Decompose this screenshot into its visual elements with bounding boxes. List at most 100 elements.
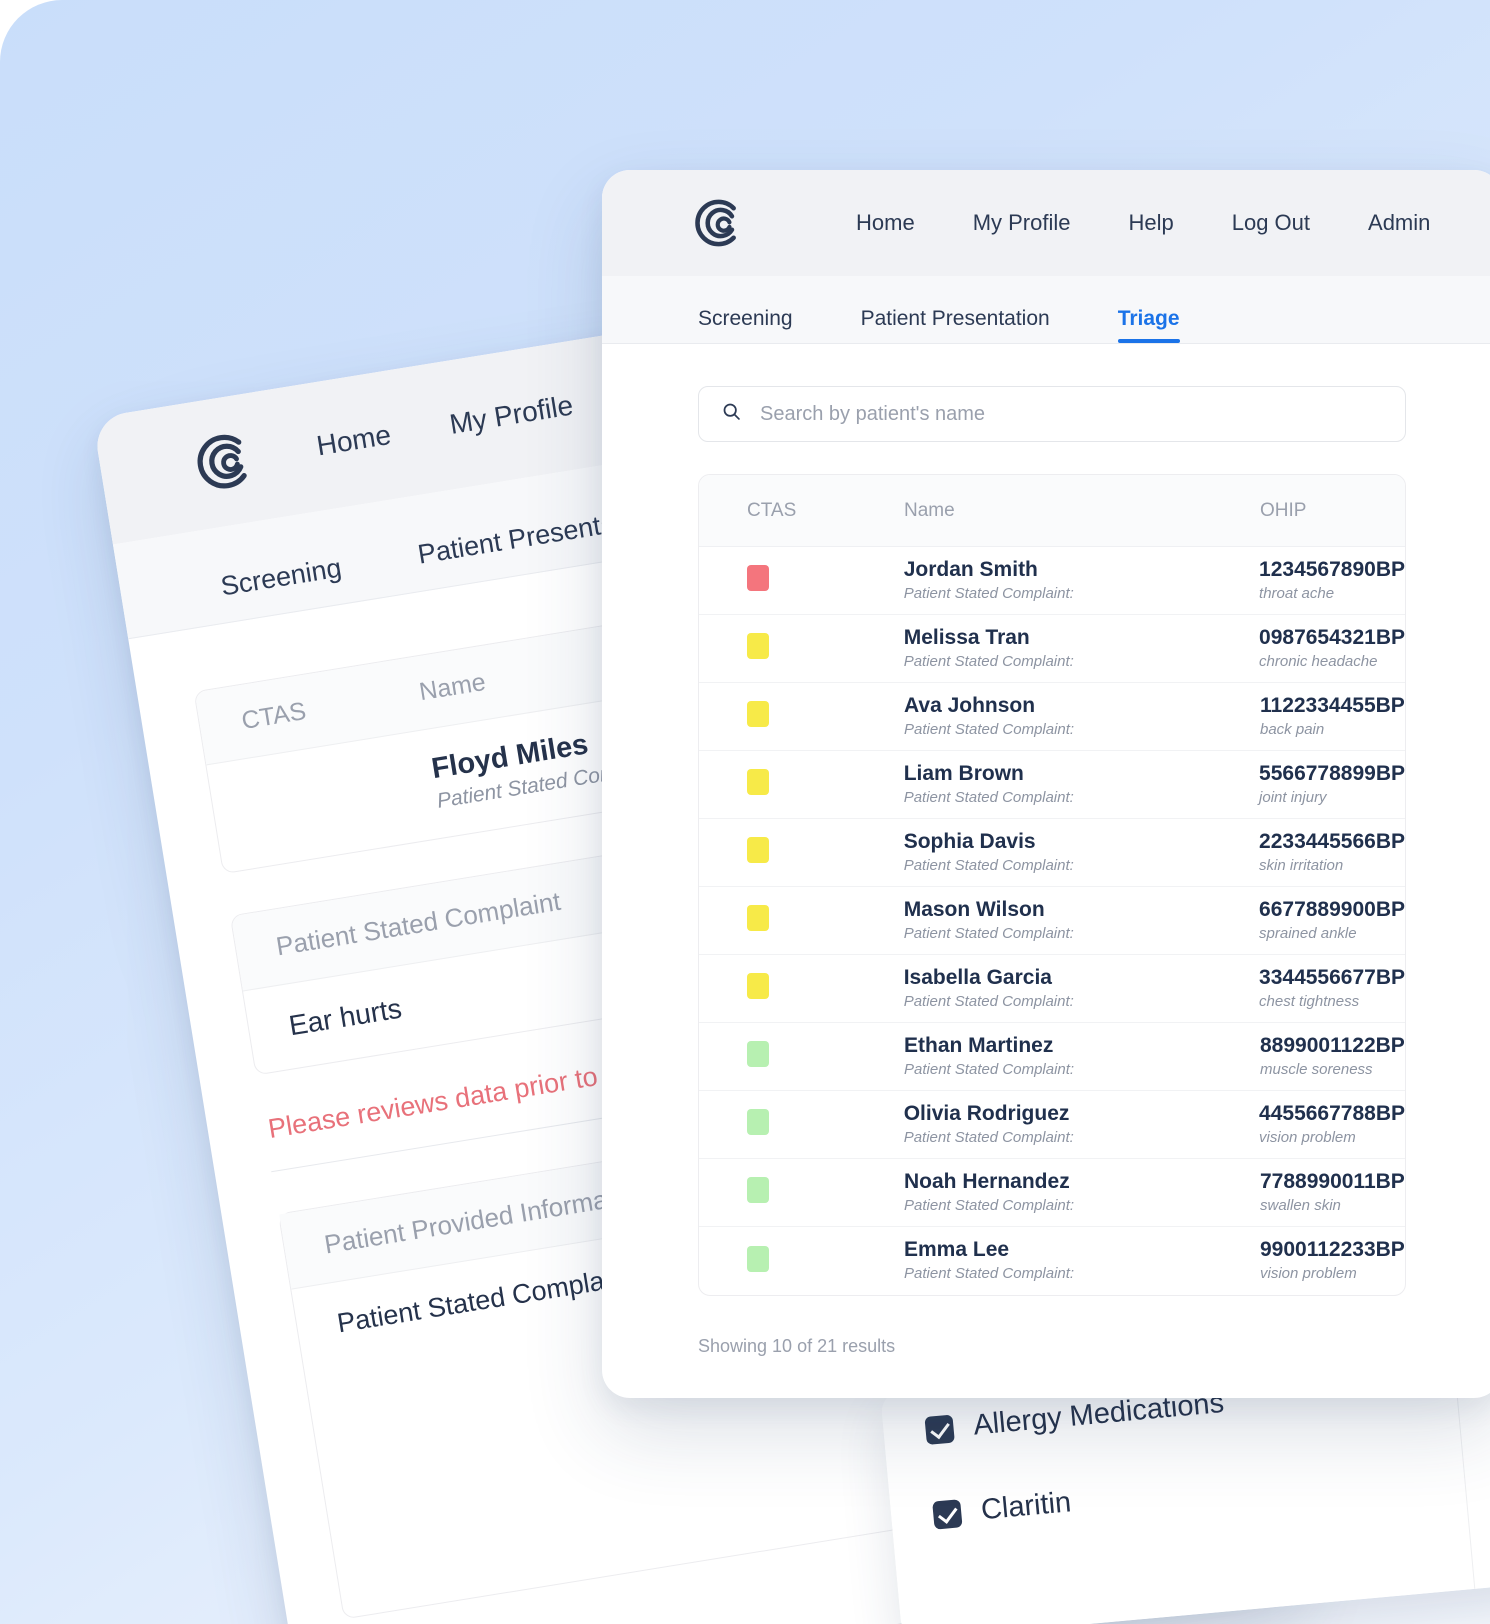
cell-ctas <box>699 565 904 596</box>
nav-help[interactable]: Help <box>1128 210 1174 235</box>
cell-ctas <box>699 837 904 868</box>
table-row[interactable]: Isabella Garcia Patient Stated Complaint:… <box>699 955 1405 1023</box>
table-row[interactable]: Jordan Smith Patient Stated Complaint: 123… <box>699 547 1405 615</box>
cell-ohip: 9900112233BP vision problem <box>1260 1238 1405 1284</box>
table-header-row: CTAS Name OHIP <box>699 475 1405 547</box>
ctas-swatch-yellow <box>747 633 769 659</box>
ctas-swatch-green <box>747 1041 769 1067</box>
cell-ohip: 6677889900BP sprained ankle <box>1259 898 1405 944</box>
ohip-number: 9900112233BP <box>1260 1238 1405 1262</box>
complaint-value: back pain <box>1260 720 1325 738</box>
patient-name: Noah Hernandez <box>904 1169 1070 1193</box>
triage-card: Home My Profile Help Log Out Admin Scree… <box>602 170 1490 1398</box>
patient-name: Sophia Davis <box>903 829 1036 853</box>
patient-name: Melissa Tran <box>903 625 1030 649</box>
complaint-value: skin irritation <box>1259 856 1344 874</box>
cell-ohip: 3344556677BP chest tightness <box>1259 966 1405 1012</box>
checkbox-checked-icon[interactable] <box>932 1498 963 1530</box>
cell-ctas <box>699 973 904 1004</box>
cell-name: Mason Wilson Patient Stated Complaint: <box>904 898 1259 944</box>
cell-ohip: 8899001122BP muscle soreness <box>1260 1034 1405 1080</box>
back-nav-home[interactable]: Home <box>314 418 394 462</box>
cell-ctas <box>699 769 904 800</box>
table-row[interactable]: Ethan Martinez Patient Stated Complaint: 8… <box>699 1023 1405 1091</box>
complaint-value: sprained ankle <box>1259 924 1357 942</box>
ohip-number: 2233445566BP <box>1259 829 1405 853</box>
search-icon <box>721 401 742 427</box>
table-row[interactable]: Noah Hernandez Patient Stated Complaint: 7… <box>699 1159 1405 1227</box>
col-header-ohip: OHIP <box>1260 499 1307 521</box>
cell-ohip: 4455667788BP vision problem <box>1259 1102 1405 1148</box>
concentric-c-logo <box>192 426 263 497</box>
complaint-label: Patient Stated Complaint: <box>904 720 1075 738</box>
ctas-swatch-red <box>747 565 769 591</box>
cell-ohip: 5566778899BP joint injury <box>1259 762 1405 808</box>
ctas-swatch-yellow <box>747 973 769 999</box>
results-count: Showing 10 of 21 results <box>698 1336 896 1356</box>
complaint-label: Patient Stated Complaint: <box>903 788 1074 806</box>
table-row[interactable]: Sophia Davis Patient Stated Complaint: 223… <box>699 819 1405 887</box>
patient-name: Emma Lee <box>904 1238 1010 1262</box>
tab-screening[interactable]: Screening <box>698 307 793 330</box>
complaint-label: Patient Stated Complaint: <box>904 1060 1075 1078</box>
cell-ctas <box>699 1041 904 1072</box>
complaint-label: Patient Stated Complaint: <box>903 584 1074 602</box>
checkbox-checked-icon[interactable] <box>924 1414 955 1445</box>
patient-name: Ethan Martinez <box>904 1033 1054 1057</box>
cell-name: Noah Hernandez Patient Stated Complaint: <box>904 1170 1260 1216</box>
table-row[interactable]: Melissa Tran Patient Stated Complaint: 098… <box>699 615 1405 683</box>
complaint-label: Patient Stated Complaint: <box>903 652 1074 670</box>
ohip-number: 1234567890BP <box>1259 557 1405 581</box>
patient-name: Isabella Garcia <box>903 965 1052 989</box>
ctas-swatch-yellow <box>747 905 769 931</box>
ctas-swatch-yellow <box>747 769 769 795</box>
nav-home[interactable]: Home <box>856 210 915 235</box>
triage-patient-table: CTAS Name OHIP Jordan Smith Patient State… <box>698 474 1406 1296</box>
ohip-number: 6677889900BP <box>1259 897 1405 921</box>
back-col-name: Name <box>417 667 488 707</box>
table-row[interactable]: Ava Johnson Patient Stated Complaint: 1122… <box>699 683 1405 751</box>
cell-name: Isabella Garcia Patient Stated Complaint: <box>904 966 1259 1012</box>
ctas-swatch-yellow <box>747 701 769 727</box>
cell-name: Melissa Tran Patient Stated Complaint: <box>904 626 1259 672</box>
cell-name: Liam Brown Patient Stated Complaint: <box>904 762 1259 808</box>
complaint-value: chronic headache <box>1259 652 1378 670</box>
ohip-number: 4455667788BP <box>1259 1101 1405 1125</box>
complaint-label: Patient Stated Complaint: <box>903 856 1074 874</box>
tab-triage[interactable]: Triage <box>1117 307 1180 343</box>
cell-ctas <box>699 1245 904 1277</box>
patient-name: Mason Wilson <box>903 897 1045 921</box>
table-row[interactable]: Olivia Rodriguez Patient Stated Complaint… <box>699 1091 1405 1159</box>
col-header-ctas: CTAS <box>747 499 797 521</box>
search-bar[interactable]: Search by patient's name <box>698 386 1406 442</box>
ohip-number: 7788990011BP <box>1260 1169 1405 1193</box>
patient-name: Liam Brown <box>903 761 1024 785</box>
ctas-swatch-green <box>747 1109 769 1135</box>
cell-ctas <box>699 1177 904 1208</box>
ohip-number: 0987654321BP <box>1259 625 1405 649</box>
cell-name: Sophia Davis Patient Stated Complaint: <box>904 830 1259 876</box>
nav-admin[interactable]: Admin <box>1368 210 1431 235</box>
cell-ctas <box>699 633 904 664</box>
cell-ctas <box>699 1109 904 1140</box>
complaint-label: Patient Stated Complaint: <box>904 1196 1075 1214</box>
complaint-value: vision problem <box>1259 1128 1356 1146</box>
cell-name: Emma Lee Patient Stated Complaint: <box>904 1238 1260 1284</box>
nav-log-out[interactable]: Log Out <box>1231 210 1311 235</box>
tab-patient-presentation[interactable]: Patient Presentation <box>860 307 1050 330</box>
nav-my-profile[interactable]: My Profile <box>972 210 1071 235</box>
patient-name: Ava Johnson <box>904 693 1036 717</box>
back-card-topbar: Home My Profile Help <box>92 256 1110 545</box>
table-row[interactable]: Emma Lee Patient Stated Complaint: 9900112… <box>699 1227 1405 1295</box>
search-input[interactable]: Search by patient's name <box>760 402 986 425</box>
cell-ohip: 0987654321BP chronic headache <box>1259 626 1405 672</box>
complaint-label: Patient Stated Complaint: <box>903 1128 1074 1146</box>
table-body: Jordan Smith Patient Stated Complaint: 123… <box>699 547 1405 1295</box>
patient-presentation-card: Home My Profile Help Screening Patient P… <box>92 256 1304 1624</box>
back-nav-my-profile[interactable]: My Profile <box>447 389 576 440</box>
table-row[interactable]: Liam Brown Patient Stated Complaint: 55667… <box>699 751 1405 819</box>
cell-ohip: 2233445566BP skin irritation <box>1259 830 1405 876</box>
complaint-value: vision problem <box>1260 1265 1357 1282</box>
table-row[interactable]: Mason Wilson Patient Stated Complaint: 667… <box>699 887 1405 955</box>
